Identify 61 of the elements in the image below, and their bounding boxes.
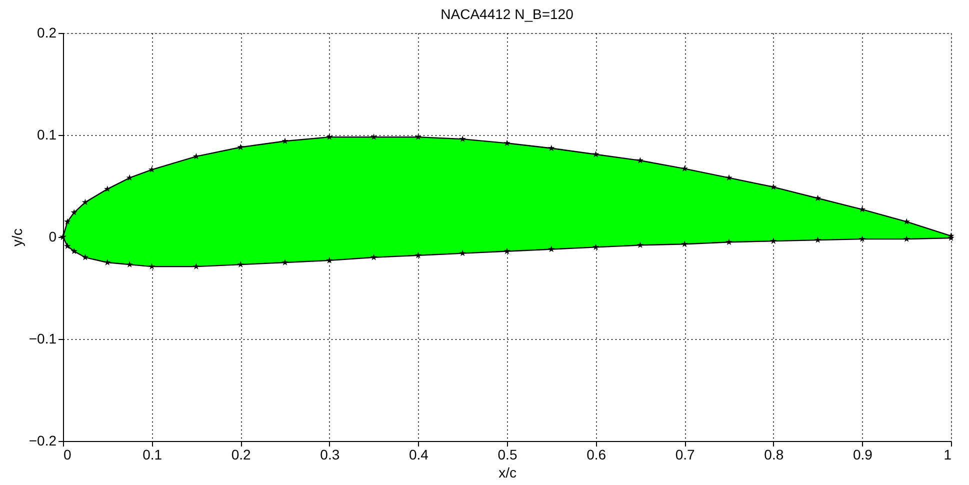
x-tick-label: 0.9 [852, 446, 873, 462]
point [592, 244, 600, 250]
x-tick-label: 0.1 [142, 446, 162, 462]
point [548, 246, 555, 252]
point [858, 206, 866, 212]
point [192, 152, 200, 160]
point [282, 138, 288, 144]
point [681, 240, 688, 248]
point [681, 165, 688, 172]
point [64, 242, 71, 250]
point [504, 140, 510, 146]
point [814, 236, 822, 243]
x-axis-title: x/c [498, 464, 516, 480]
x-tick-label: 0.8 [764, 446, 784, 462]
x-tick-label: 0.7 [675, 446, 696, 462]
point [903, 236, 910, 242]
x-tick-label: 1 [944, 446, 952, 462]
x-tick-label: 0 [64, 446, 72, 462]
point [858, 236, 866, 242]
x-tick-label: 0.6 [586, 446, 606, 462]
point [548, 144, 555, 152]
x-tick-label: 0.3 [320, 446, 340, 462]
chart-title: NACA4412 N_B=120 [440, 6, 574, 22]
point [192, 263, 200, 270]
point [726, 174, 732, 181]
point [326, 256, 333, 264]
point [636, 242, 644, 248]
point [414, 134, 422, 140]
point [770, 238, 777, 244]
y-tick-label: 0.1 [37, 126, 57, 142]
point [636, 156, 644, 164]
point [70, 208, 78, 216]
point [237, 261, 244, 268]
point [282, 258, 288, 266]
point [104, 258, 111, 266]
y-tick-label: 0 [48, 228, 57, 244]
point [326, 134, 333, 140]
point [370, 134, 378, 140]
point [104, 186, 111, 192]
point [82, 198, 89, 206]
point [126, 174, 133, 181]
point [82, 254, 89, 260]
point [237, 144, 244, 150]
point [459, 250, 466, 256]
y-tick-label: −0.1 [28, 330, 57, 346]
y-tick-label: 0.2 [37, 24, 57, 40]
point [504, 248, 510, 254]
x-tick-label: 0.5 [498, 446, 518, 462]
point [64, 218, 71, 225]
point [770, 183, 777, 190]
y-tick-label: −0.2 [28, 432, 57, 448]
point [70, 248, 78, 254]
point [126, 261, 133, 268]
y-axis-title: y/c [8, 228, 25, 246]
point [726, 238, 732, 245]
point [592, 150, 600, 158]
x-tick-label: 0.2 [231, 446, 252, 462]
x-tick-label: 0.4 [408, 446, 429, 462]
point [148, 263, 156, 270]
point [459, 136, 466, 142]
point [370, 254, 378, 260]
